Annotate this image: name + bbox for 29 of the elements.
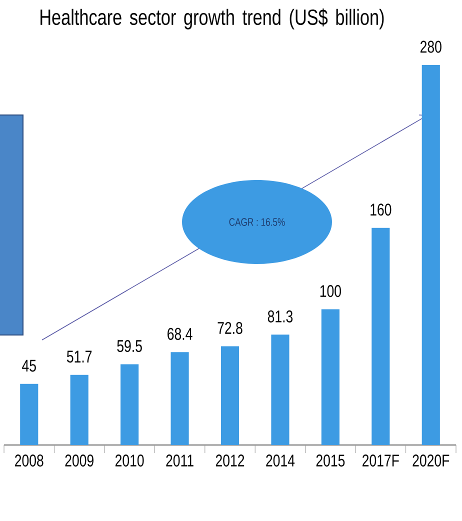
bar: [422, 65, 440, 445]
x-tick-label: 2008: [15, 454, 44, 467]
bar: [372, 228, 390, 445]
data-label: 68.4: [168, 328, 192, 340]
data-label: 72.8: [218, 322, 242, 334]
bar: [170, 352, 189, 445]
x-tick-label: 2020F: [412, 454, 450, 467]
data-label: 51.7: [66, 350, 92, 363]
data-label: 45: [22, 360, 36, 372]
x-tick-label: 2017F: [362, 454, 399, 467]
data-label: 100: [320, 285, 341, 298]
data-label: 280: [420, 40, 442, 53]
chart-title: Healthcare sector growth trend (US$ billion): [40, 8, 384, 30]
data-label: 81.3: [268, 310, 293, 322]
bar: [70, 374, 88, 445]
annotation: CAGR : 16.5%: [229, 218, 285, 226]
bar: [271, 334, 290, 445]
bar: [321, 309, 340, 445]
bar: [120, 364, 139, 445]
x-tick-label: 2009: [65, 454, 94, 467]
x-tick-label: 2011: [166, 454, 194, 467]
data-label: 59.5: [117, 340, 142, 352]
x-tick-label: 2015: [316, 454, 345, 467]
bar: [220, 346, 240, 445]
data-label: 160: [370, 204, 392, 216]
bar: [20, 384, 38, 445]
x-tick-label: 2014: [266, 454, 295, 467]
x-tick-label: 2012: [216, 454, 244, 467]
x-tick-label: 2010: [115, 454, 144, 467]
